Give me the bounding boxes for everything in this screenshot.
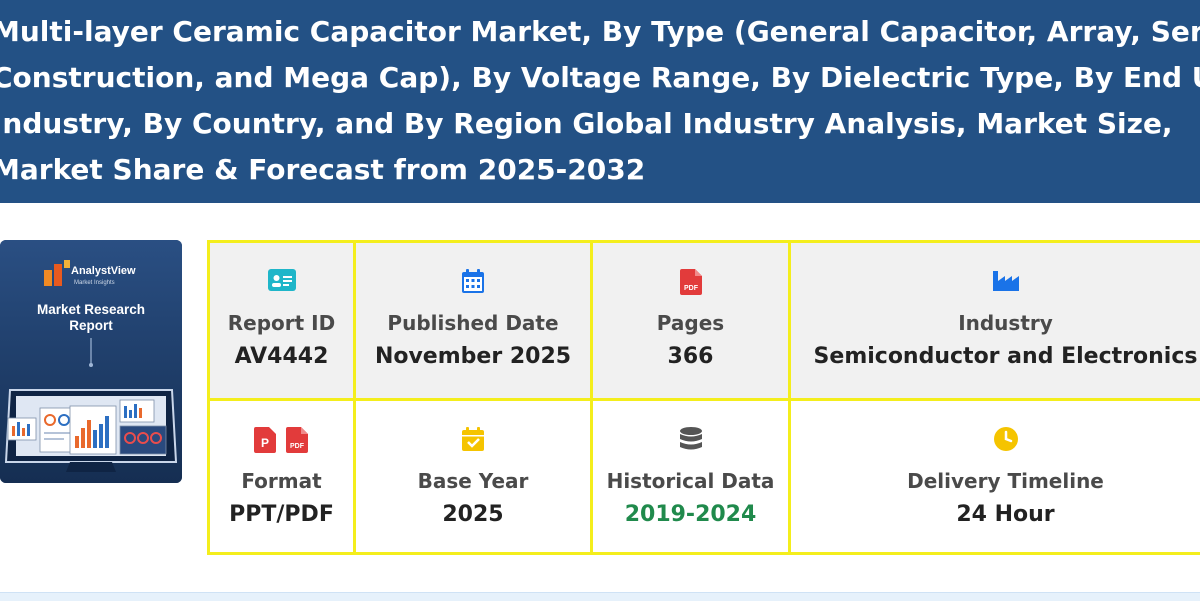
svg-text:P: P <box>260 436 268 450</box>
monitor-illustration <box>4 338 178 472</box>
delivery-timeline-label: Delivery Timeline <box>907 469 1104 493</box>
grid-row-divider <box>210 398 1200 401</box>
calendar-icon <box>462 269 484 293</box>
pdf-file-icon: PDF <box>679 269 702 295</box>
svg-text:PDF: PDF <box>290 443 305 450</box>
industry-label: Industry <box>958 311 1053 335</box>
next-section-edge <box>0 592 1200 601</box>
delivery-timeline-value: 24 Hour <box>956 502 1055 527</box>
historical-data-label: Historical Data <box>606 469 775 493</box>
base-year-value: 2025 <box>442 502 504 527</box>
report-id-value: AV4442 <box>234 344 329 369</box>
format-label: Format <box>241 469 322 493</box>
published-date-label: Published Date <box>387 311 559 335</box>
file-formats-icon: P PDF <box>253 427 308 453</box>
industry-value: Semiconductor and Electronics <box>813 344 1198 369</box>
format-value: PPT/PDF <box>229 502 334 527</box>
base-year-cell: Base Year 2025 <box>356 401 590 552</box>
industry-icon <box>992 271 1019 291</box>
cover-title-line1: Market Research <box>37 302 145 317</box>
grid-column-divider <box>353 243 356 552</box>
pages-cell: PDF Pages 366 <box>593 243 788 398</box>
historical-data-cell: Historical Data 2019-2024 <box>593 401 788 552</box>
delivery-timeline-cell: Delivery Timeline 24 Hour <box>791 401 1200 552</box>
format-cell: P PDF Format PPT/PDF <box>210 401 353 552</box>
brand-logo <box>44 260 70 286</box>
report-cover-image: AnalystView Market Insights Market Resea… <box>0 240 182 483</box>
report-id-cell: Report ID AV4442 <box>210 243 353 398</box>
industry-cell: Industry Semiconductor and Electronics <box>791 243 1200 398</box>
calendar-check-icon <box>462 427 484 451</box>
cover-title-line2: Report <box>69 318 113 333</box>
report-id-label: Report ID <box>227 311 336 335</box>
grid-column-divider <box>590 243 593 552</box>
cover-brand: AnalystView <box>71 265 136 277</box>
report-header: Multi-layer Ceramic Capacitor Market, By… <box>0 0 1200 203</box>
cover-brand-sub: Market Insights <box>74 280 115 286</box>
base-year-label: Base Year <box>417 469 529 493</box>
id-card-icon <box>267 269 296 291</box>
clock-icon <box>993 427 1018 451</box>
report-title: Multi-layer Ceramic Capacitor Market, By… <box>0 15 1200 186</box>
pages-value: 366 <box>667 344 714 369</box>
published-date-value: November 2025 <box>374 344 572 369</box>
report-details-grid: Report ID AV4442 Published Date November… <box>207 240 1200 555</box>
svg-text:PDF: PDF <box>684 285 699 292</box>
grid-column-divider <box>788 243 791 552</box>
database-icon <box>679 427 702 450</box>
pages-label: Pages <box>656 311 725 335</box>
historical-data-value: 2019-2024 <box>624 502 757 527</box>
published-date-cell: Published Date November 2025 <box>356 243 590 398</box>
